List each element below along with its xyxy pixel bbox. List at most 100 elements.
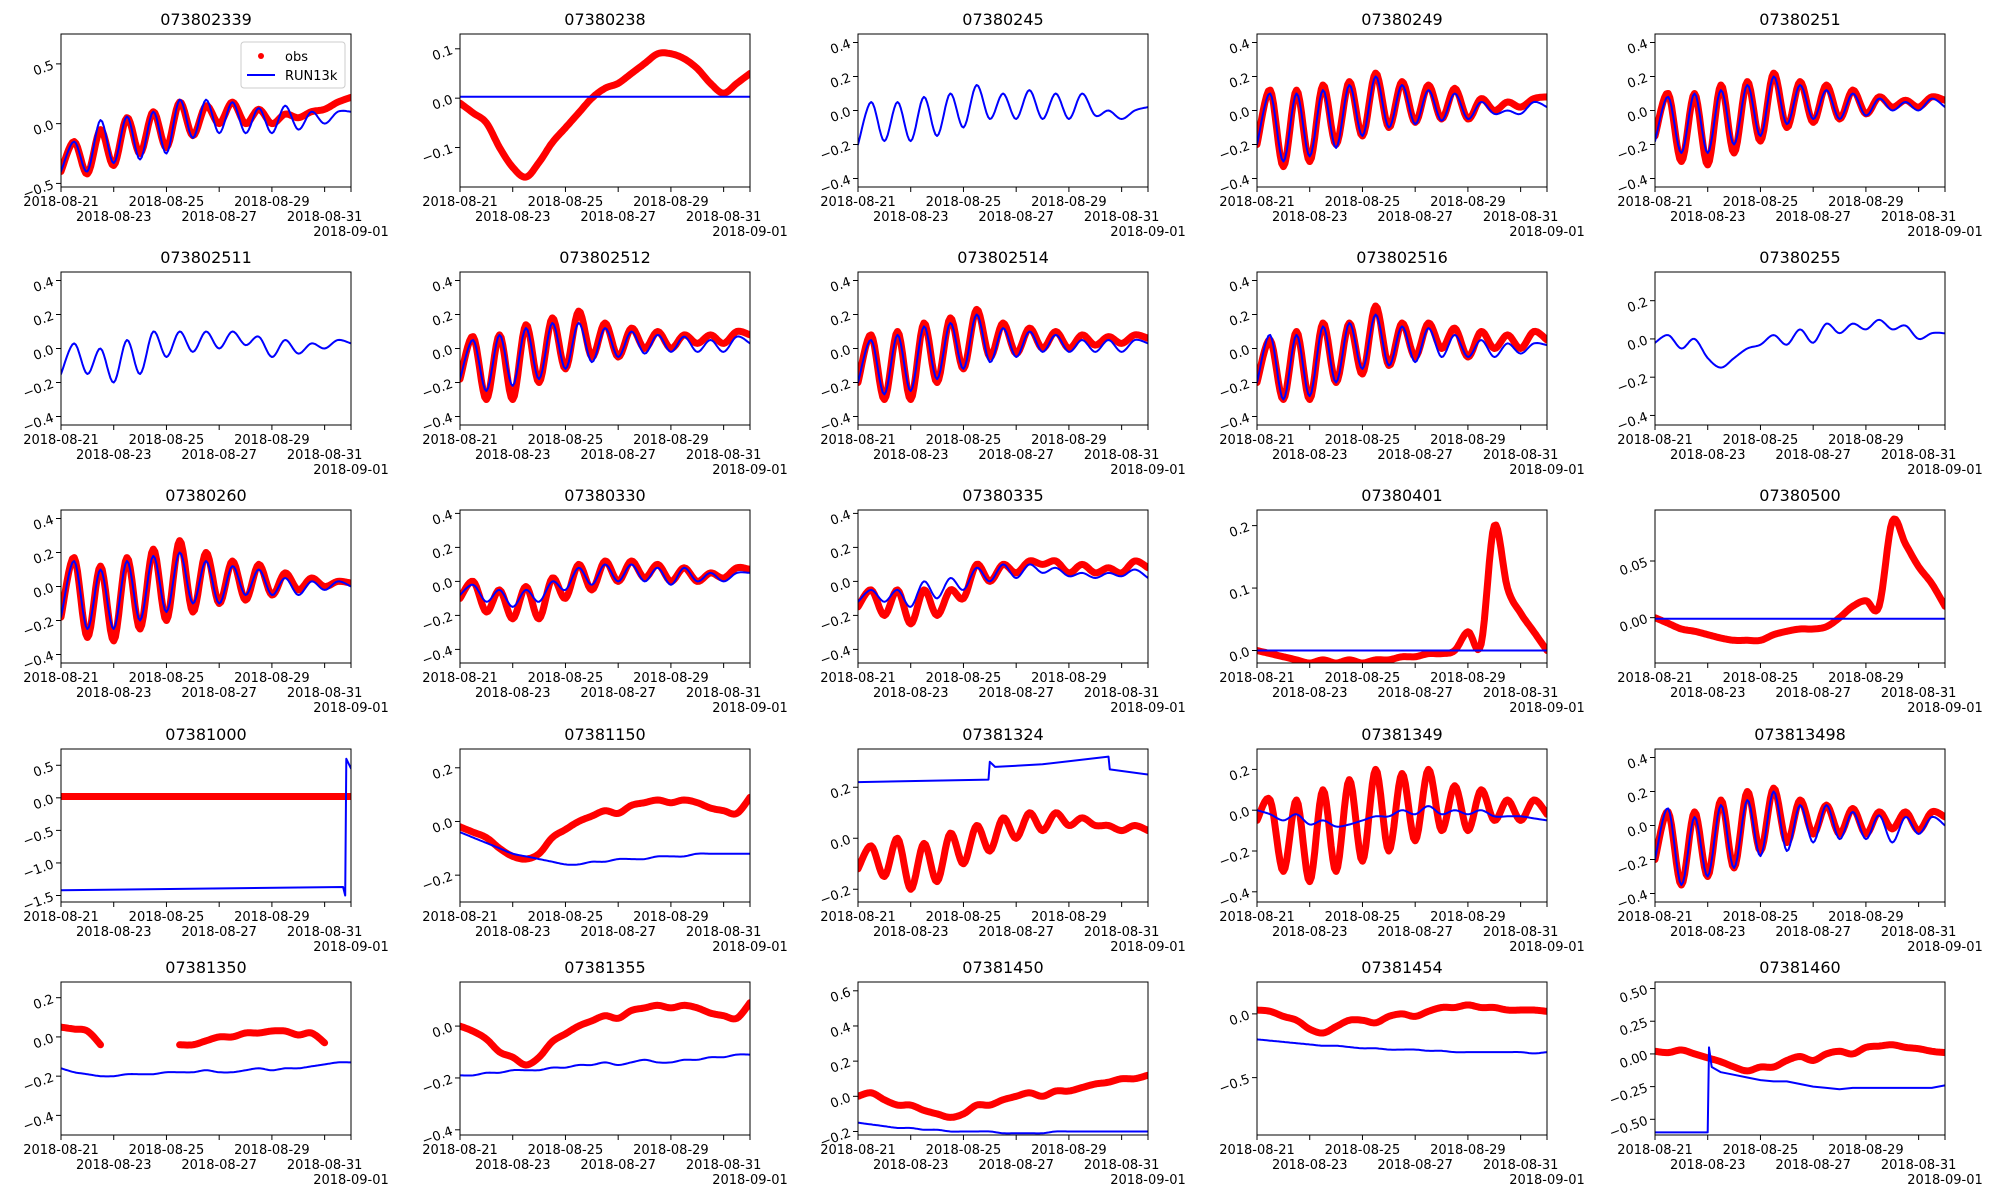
- y-tick-label: −0.2: [1615, 372, 1650, 397]
- x-tick-label: 2018-08-27: [181, 925, 257, 940]
- y-tick-label: 0.0: [431, 576, 456, 597]
- y-tick-label: −0.5: [21, 825, 56, 850]
- y-tick-label: 0.5: [32, 58, 57, 79]
- x-tick-label: 2018-08-23: [76, 1158, 152, 1173]
- x-tick-label: 2018-08-27: [978, 210, 1054, 225]
- x-tick-label: 2018-08-25: [1325, 671, 1401, 686]
- x-tick-label: 2018-09-01: [1907, 1173, 1983, 1188]
- obs-series: [1655, 69, 1945, 169]
- subplot-title: 07380330: [564, 486, 645, 505]
- x-tick-label: 2018-08-25: [528, 195, 604, 210]
- x-tick-label: 2018-08-23: [475, 925, 551, 940]
- subplot-07380335: 073803352018-08-212018-08-232018-08-2520…: [818, 486, 1186, 716]
- x-tick-label: 2018-08-23: [475, 448, 551, 463]
- axes-frame: [60, 271, 352, 426]
- x-tick-label: 2018-08-23: [76, 686, 152, 701]
- y-tick-label: 0.4: [1626, 752, 1651, 773]
- subplot-07381324: 073813242018-08-212018-08-232018-08-2520…: [818, 725, 1186, 955]
- x-tick-label: 2018-09-01: [313, 463, 389, 478]
- x-tick-label: 2018-08-21: [1219, 433, 1295, 448]
- y-tick-label: 0.0: [32, 581, 57, 602]
- x-tick-label: 2018-08-21: [820, 433, 896, 448]
- subplot-07380500: 073805002018-08-212018-08-232018-08-2520…: [1617, 486, 1983, 716]
- subplot-title: 073802512: [559, 248, 651, 267]
- obs-series: [460, 999, 750, 1069]
- x-tick-label: 2018-09-01: [1509, 463, 1585, 478]
- x-tick-label: 2018-08-31: [686, 925, 762, 940]
- x-tick-label: 2018-08-31: [287, 686, 363, 701]
- x-tick-label: 2018-08-29: [633, 195, 709, 210]
- plot-area: [858, 755, 1148, 893]
- x-tick-label: 2018-08-31: [1483, 210, 1559, 225]
- plot-area: [460, 557, 750, 623]
- y-tick-label: −0.2: [1615, 139, 1650, 164]
- axes-frame: [60, 981, 352, 1136]
- y-tick-label: 0.0: [1228, 1008, 1253, 1029]
- y-tick-label: 0.0: [1228, 343, 1253, 364]
- x-tick-label: 2018-08-21: [422, 671, 498, 686]
- x-tick-label: 2018-08-25: [129, 1143, 205, 1158]
- y-tick-label: −0.4: [1217, 886, 1252, 911]
- subplot-title: 073802516: [1356, 248, 1448, 267]
- subplot-title: 073802514: [957, 248, 1049, 267]
- subplot-07380260: 073802602018-08-212018-08-232018-08-2520…: [21, 486, 389, 716]
- subplot-07380251: 073802512018-08-212018-08-232018-08-2520…: [1615, 10, 1983, 240]
- x-tick-label: 2018-08-27: [1775, 448, 1851, 463]
- subplot-title: 073802339: [160, 10, 252, 29]
- x-tick-label: 2018-09-01: [1509, 940, 1585, 955]
- plot-area: [460, 49, 750, 181]
- y-tick-label: 0.0: [1626, 820, 1651, 841]
- subplot-title: 07381349: [1361, 725, 1442, 744]
- x-tick-label: 2018-09-01: [1907, 940, 1983, 955]
- x-tick-label: 2018-08-29: [1828, 671, 1904, 686]
- subplot-07381454: 073814542018-08-212018-08-232018-08-2520…: [1217, 958, 1585, 1188]
- plot-area: [61, 757, 351, 897]
- x-tick-label: 2018-08-25: [926, 433, 1002, 448]
- y-tick-label: −0.2: [1217, 845, 1252, 870]
- axes-frame: [60, 748, 352, 903]
- subplot-073802512: 0738025122018-08-212018-08-232018-08-252…: [420, 248, 788, 478]
- axes-frame: [1256, 509, 1548, 664]
- x-tick-label: 2018-08-25: [926, 671, 1002, 686]
- x-tick-label: 2018-08-31: [1084, 210, 1160, 225]
- subplot-07381150: 073811502018-08-212018-08-232018-08-2520…: [420, 725, 788, 955]
- x-tick-label: 2018-08-21: [422, 1143, 498, 1158]
- axes-frame: [459, 509, 751, 664]
- subplot-07380238: 073802382018-08-212018-08-232018-08-2520…: [420, 10, 788, 240]
- y-tick-label: 0.2: [829, 71, 854, 92]
- obs-series: [1655, 515, 1945, 645]
- x-tick-label: 2018-08-23: [1272, 1158, 1348, 1173]
- y-tick-label: 0.4: [829, 37, 854, 58]
- y-tick-label: 0.4: [32, 513, 57, 534]
- x-tick-label: 2018-08-25: [528, 1143, 604, 1158]
- plot-area: [1257, 69, 1547, 171]
- x-tick-label: 2018-08-27: [181, 686, 257, 701]
- obs-series: [61, 537, 351, 645]
- x-tick-label: 2018-08-23: [873, 925, 949, 940]
- x-tick-label: 2018-08-29: [234, 910, 310, 925]
- x-tick-label: 2018-08-21: [1219, 910, 1295, 925]
- x-tick-label: 2018-09-01: [313, 940, 389, 955]
- y-tick-label: −0.1: [420, 142, 455, 167]
- plot-area: [858, 557, 1148, 628]
- subplot-title: 07380255: [1759, 248, 1840, 267]
- x-tick-label: 2018-08-23: [475, 686, 551, 701]
- subplot-073813498: 0738134982018-08-212018-08-232018-08-252…: [1615, 725, 1983, 955]
- x-tick-label: 2018-08-23: [1272, 925, 1348, 940]
- x-tick-label: 2018-08-31: [1084, 686, 1160, 701]
- y-tick-label: 0.0: [829, 1091, 854, 1112]
- subplot-title: 07380335: [962, 486, 1043, 505]
- y-tick-label: 0.0: [1228, 105, 1253, 126]
- y-tick-label: 0.0: [431, 1020, 456, 1041]
- x-tick-label: 2018-09-01: [712, 225, 788, 240]
- axes-frame: [1654, 509, 1946, 664]
- y-tick-label: 0.0: [1626, 333, 1651, 354]
- x-tick-label: 2018-08-21: [23, 195, 99, 210]
- x-tick-label: 2018-08-21: [23, 671, 99, 686]
- x-tick-label: 2018-09-01: [313, 225, 389, 240]
- subplot-07380249: 073802492018-08-212018-08-232018-08-2520…: [1217, 10, 1585, 240]
- x-tick-label: 2018-08-29: [1430, 671, 1506, 686]
- x-tick-label: 2018-08-27: [1377, 686, 1453, 701]
- y-tick-label: 0.0: [1228, 645, 1253, 666]
- y-tick-label: −0.4: [1615, 410, 1650, 435]
